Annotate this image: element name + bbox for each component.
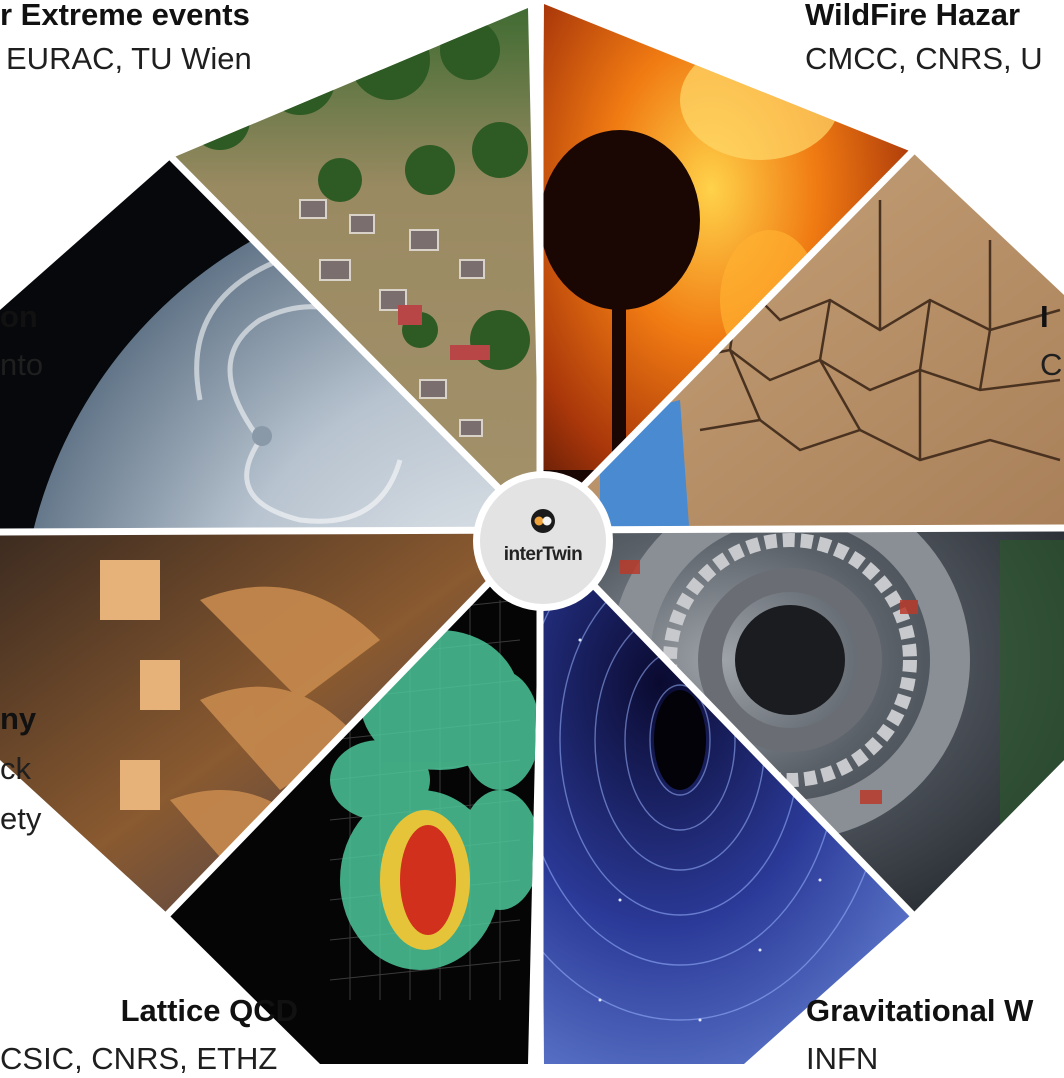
intertwin-logo: interTwin: [480, 478, 606, 604]
wildfire-title: WildFire Hazar: [805, 0, 1021, 32]
extreme-events-partners: EURAC, TU Wien: [6, 41, 252, 76]
radio-astronomy-title: ny: [0, 701, 37, 736]
drought-title: I: [1040, 299, 1049, 334]
intertwin-logo-icon: [531, 509, 555, 533]
lattice-qcd-partners: CSIC, CNRS, ETHZ: [0, 1041, 278, 1076]
gravitational-waves-title: Gravitational W: [806, 993, 1034, 1028]
radio-astronomy-partners-2: ety: [0, 801, 42, 836]
climate-partners: nto: [0, 347, 44, 382]
logo-wordmark: interTwin: [503, 544, 583, 565]
drought-partners: C: [1040, 347, 1063, 382]
lattice-qcd-title: Lattice QCD: [120, 993, 298, 1028]
radio-astronomy-partners-1: ck: [0, 751, 31, 786]
gravitational-waves-partners: INFN: [806, 1041, 879, 1076]
extreme-events-title: r Extreme events: [0, 0, 250, 32]
climate-title: on: [0, 299, 38, 334]
wildfire-partners: CMCC, CNRS, U: [805, 41, 1043, 76]
